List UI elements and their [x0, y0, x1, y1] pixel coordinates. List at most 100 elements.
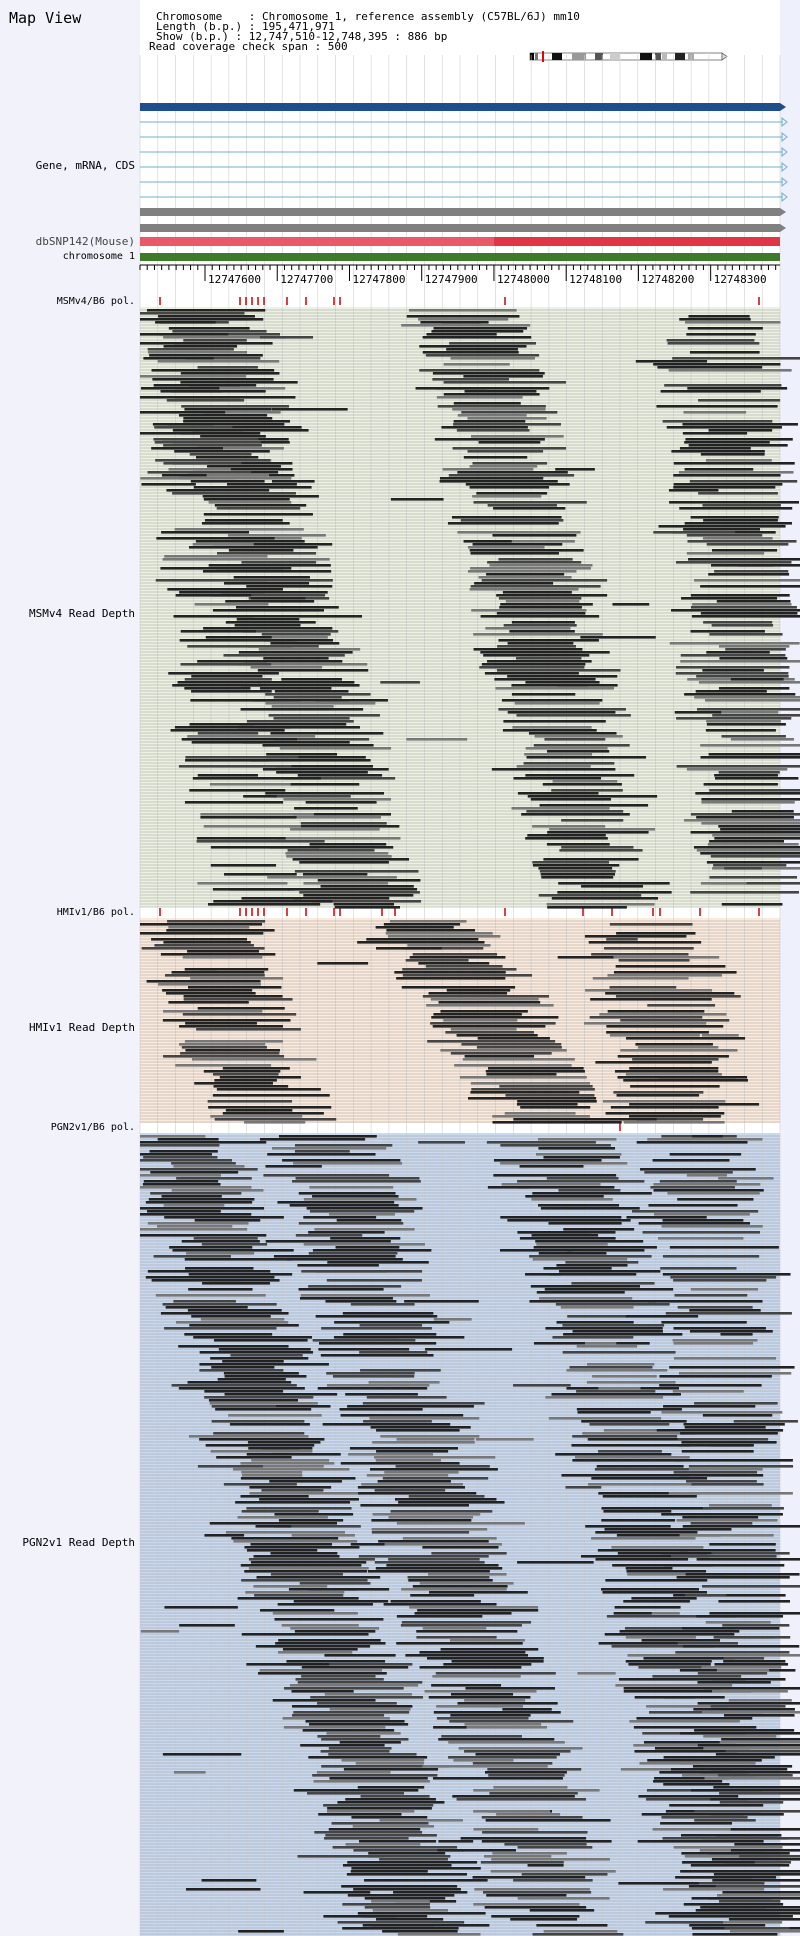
read — [299, 1297, 393, 1300]
read — [677, 1438, 769, 1441]
read — [523, 762, 615, 765]
read — [189, 789, 286, 792]
read — [240, 708, 364, 711]
read — [406, 738, 468, 741]
read — [277, 1651, 353, 1654]
read — [636, 1141, 748, 1144]
read — [309, 1723, 409, 1726]
read — [525, 681, 600, 684]
read — [688, 1465, 794, 1468]
read — [189, 453, 252, 456]
read — [663, 1783, 730, 1786]
read — [375, 926, 454, 929]
read — [476, 492, 548, 495]
read — [647, 1300, 763, 1303]
read — [620, 1049, 738, 1052]
read — [390, 1510, 493, 1513]
read — [265, 1240, 391, 1243]
read — [698, 492, 778, 495]
read — [660, 1552, 708, 1555]
ideogram-band — [662, 53, 667, 60]
read — [378, 1540, 489, 1543]
read — [210, 846, 319, 849]
read — [546, 903, 655, 906]
read — [222, 1067, 290, 1070]
read — [440, 1049, 567, 1052]
read — [643, 1657, 735, 1660]
read — [199, 1438, 325, 1441]
read — [552, 780, 618, 783]
read — [447, 522, 559, 525]
read — [668, 489, 719, 492]
read — [700, 1771, 800, 1774]
read — [210, 1450, 294, 1453]
read — [227, 534, 326, 537]
read — [178, 1345, 289, 1348]
read — [173, 1771, 206, 1774]
chromosome-ideogram[interactable] — [529, 51, 728, 62]
read — [172, 492, 296, 495]
read — [558, 882, 670, 885]
read — [503, 720, 606, 723]
read — [656, 405, 778, 408]
read — [692, 1135, 723, 1138]
gene-track[interactable] — [140, 103, 788, 232]
read — [431, 1016, 559, 1019]
read — [300, 1294, 430, 1297]
read — [293, 1162, 403, 1165]
read — [193, 468, 293, 471]
read — [457, 1702, 558, 1705]
read — [364, 1897, 446, 1900]
read — [476, 540, 575, 543]
read — [710, 882, 800, 885]
read — [186, 1252, 255, 1255]
read — [208, 501, 292, 504]
read — [195, 540, 305, 543]
read — [701, 798, 800, 801]
read — [438, 1001, 541, 1004]
snp-track[interactable] — [140, 237, 780, 246]
chromosome-track — [140, 253, 780, 261]
read — [659, 1180, 737, 1183]
read — [473, 633, 603, 636]
read — [531, 1234, 599, 1237]
read — [719, 1900, 781, 1903]
read — [612, 603, 650, 606]
read — [345, 1843, 421, 1846]
read — [440, 1010, 528, 1013]
read — [477, 1037, 550, 1040]
read — [293, 1711, 410, 1714]
read — [321, 1765, 449, 1768]
read — [653, 1780, 723, 1783]
read — [690, 594, 790, 597]
read — [660, 390, 761, 393]
read — [388, 1516, 473, 1519]
read — [693, 846, 800, 849]
read — [179, 1624, 235, 1627]
read — [173, 426, 302, 429]
read — [683, 528, 761, 531]
read — [216, 1456, 292, 1459]
read — [588, 941, 702, 944]
read — [546, 1177, 619, 1180]
read — [710, 1798, 800, 1801]
read — [324, 1654, 396, 1657]
read — [613, 1612, 652, 1615]
read — [676, 1576, 790, 1579]
read — [244, 1570, 367, 1573]
read — [645, 1921, 724, 1924]
read — [708, 429, 773, 432]
read — [681, 597, 778, 600]
read — [525, 837, 608, 840]
read — [614, 1070, 719, 1073]
read — [433, 1318, 472, 1321]
read — [692, 603, 792, 606]
read — [456, 1034, 538, 1037]
read — [244, 660, 343, 663]
read — [719, 1741, 800, 1744]
read — [451, 516, 562, 519]
polymorphism-tracks[interactable] — [159, 297, 760, 1131]
read — [527, 1864, 564, 1867]
read — [184, 678, 272, 681]
read — [432, 1025, 546, 1028]
